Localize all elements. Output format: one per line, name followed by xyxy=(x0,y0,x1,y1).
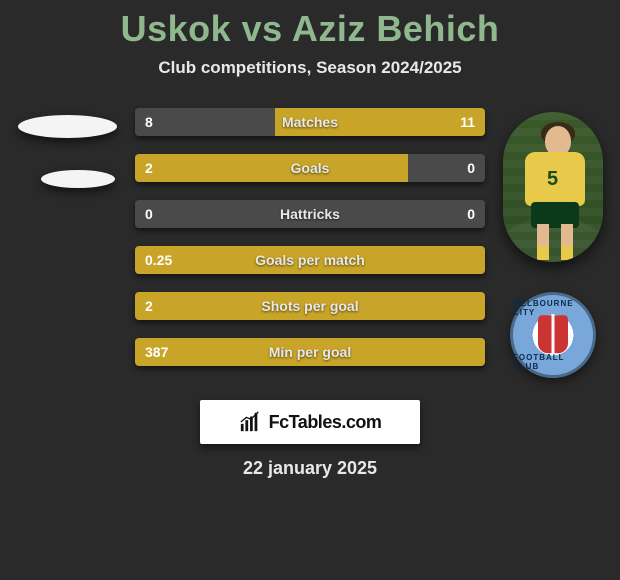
stat-row: 0.25Goals per match xyxy=(135,246,485,274)
stat-right-value: 0 xyxy=(408,154,485,182)
stat-right-value: 11 xyxy=(275,108,485,136)
placeholder-shape xyxy=(41,170,115,188)
right-player-photo: 5 xyxy=(503,112,603,262)
stat-left-value: 0.25 xyxy=(135,246,485,274)
stat-row: 811Matches xyxy=(135,108,485,136)
stat-bars: 811Matches 20Goals 00Hattricks 0.25Goals pe… xyxy=(135,108,485,366)
infographic-date: 22 january 2025 xyxy=(0,458,620,479)
brand-watermark: FcTables.com xyxy=(200,400,420,444)
placeholder-shape xyxy=(18,115,117,138)
stat-left-value: 387 xyxy=(135,338,485,366)
left-player-column xyxy=(17,108,117,212)
stat-row: 20Goals xyxy=(135,154,485,182)
left-player-photo xyxy=(17,112,117,212)
chart-icon xyxy=(239,411,261,433)
club-name-bottom: FOOTBALL CLUB xyxy=(513,295,593,375)
subtitle: Club competitions, Season 2024/2025 xyxy=(0,58,620,78)
comparison-grid: 811Matches 20Goals 00Hattricks 0.25Goals pe… xyxy=(0,108,620,378)
stat-row: 00Hattricks xyxy=(135,200,485,228)
stat-left-value: 0 xyxy=(135,200,310,228)
brand-text: FcTables.com xyxy=(269,412,382,433)
stat-left-value: 2 xyxy=(135,154,408,182)
club-badge: MELBOURNE CITY FOOTBALL CLUB xyxy=(510,292,596,378)
jersey-number: 5 xyxy=(547,168,558,191)
stat-row: 2Shots per goal xyxy=(135,292,485,320)
comparison-infographic: Uskok vs Aziz Behich Club competitions, … xyxy=(0,0,620,580)
page-title: Uskok vs Aziz Behich xyxy=(0,8,620,50)
stat-left-value: 8 xyxy=(135,108,275,136)
stat-right-value: 0 xyxy=(310,200,485,228)
stat-left-value: 2 xyxy=(135,292,485,320)
stat-row: 387Min per goal xyxy=(135,338,485,366)
right-player-column: 5 MELBOURNE CITY FOOTBALL CLUB xyxy=(503,108,603,378)
